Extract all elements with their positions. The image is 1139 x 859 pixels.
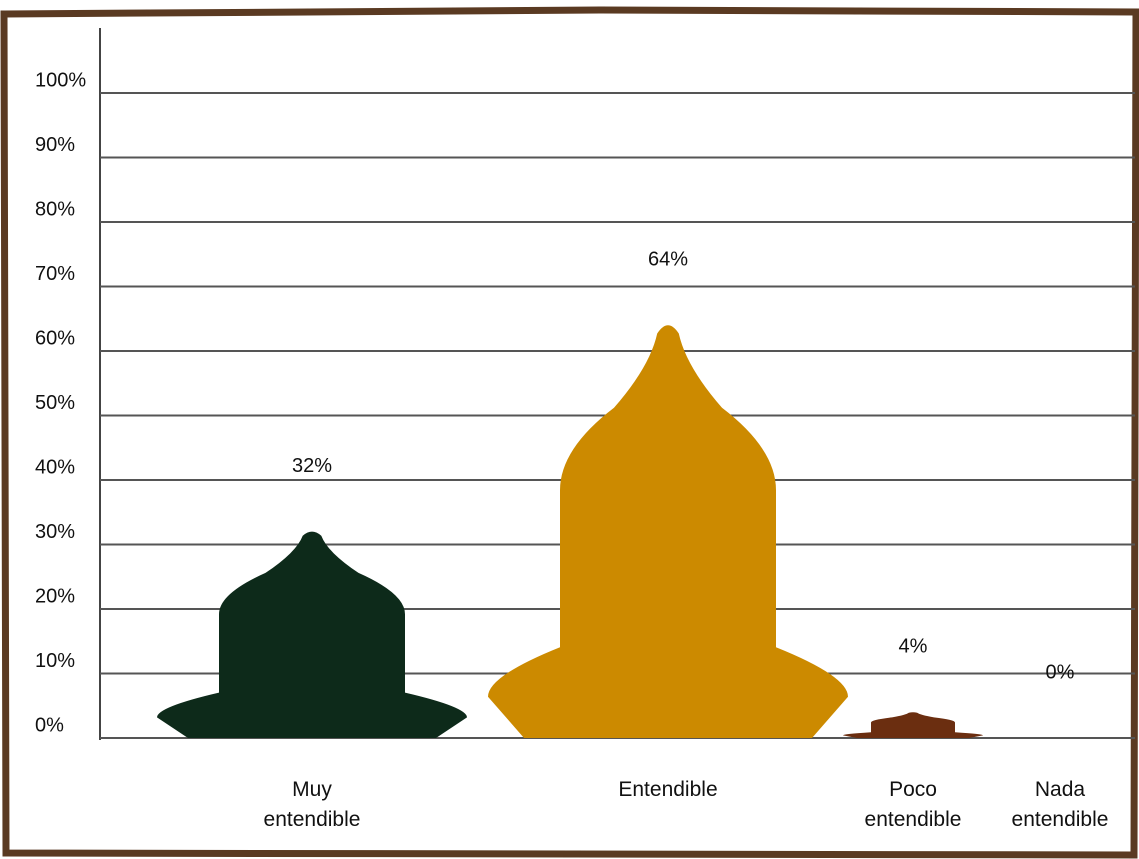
frame <box>0 6 1139 859</box>
y-tick-label: 0% <box>35 714 64 736</box>
value-label: 32% <box>292 455 332 477</box>
bar <box>488 325 848 738</box>
value-label: 4% <box>899 635 928 657</box>
x-tick-label: Muy entendible <box>263 778 361 831</box>
y-tick-label: 70% <box>35 263 75 285</box>
y-tick-label: 80% <box>35 198 75 220</box>
y-tick-label: 60% <box>35 327 75 349</box>
y-tick-label: 90% <box>35 134 75 156</box>
value-label: 64% <box>648 248 688 270</box>
bar <box>843 712 983 738</box>
y-tick-label: 40% <box>35 456 75 478</box>
y-tick-label: 100% <box>35 69 86 91</box>
x-tick-label: Nada entendible <box>1011 778 1109 831</box>
y-tick-label: 50% <box>35 392 75 414</box>
y-tick-label: 30% <box>35 521 75 543</box>
x-tick-label: Poco entendible <box>864 778 962 831</box>
x-tick-label: Entendible <box>618 778 718 801</box>
y-tick-label: 20% <box>35 585 75 607</box>
value-label: 0% <box>1046 661 1075 683</box>
bar <box>157 531 467 738</box>
y-tick-label: 10% <box>35 650 75 672</box>
